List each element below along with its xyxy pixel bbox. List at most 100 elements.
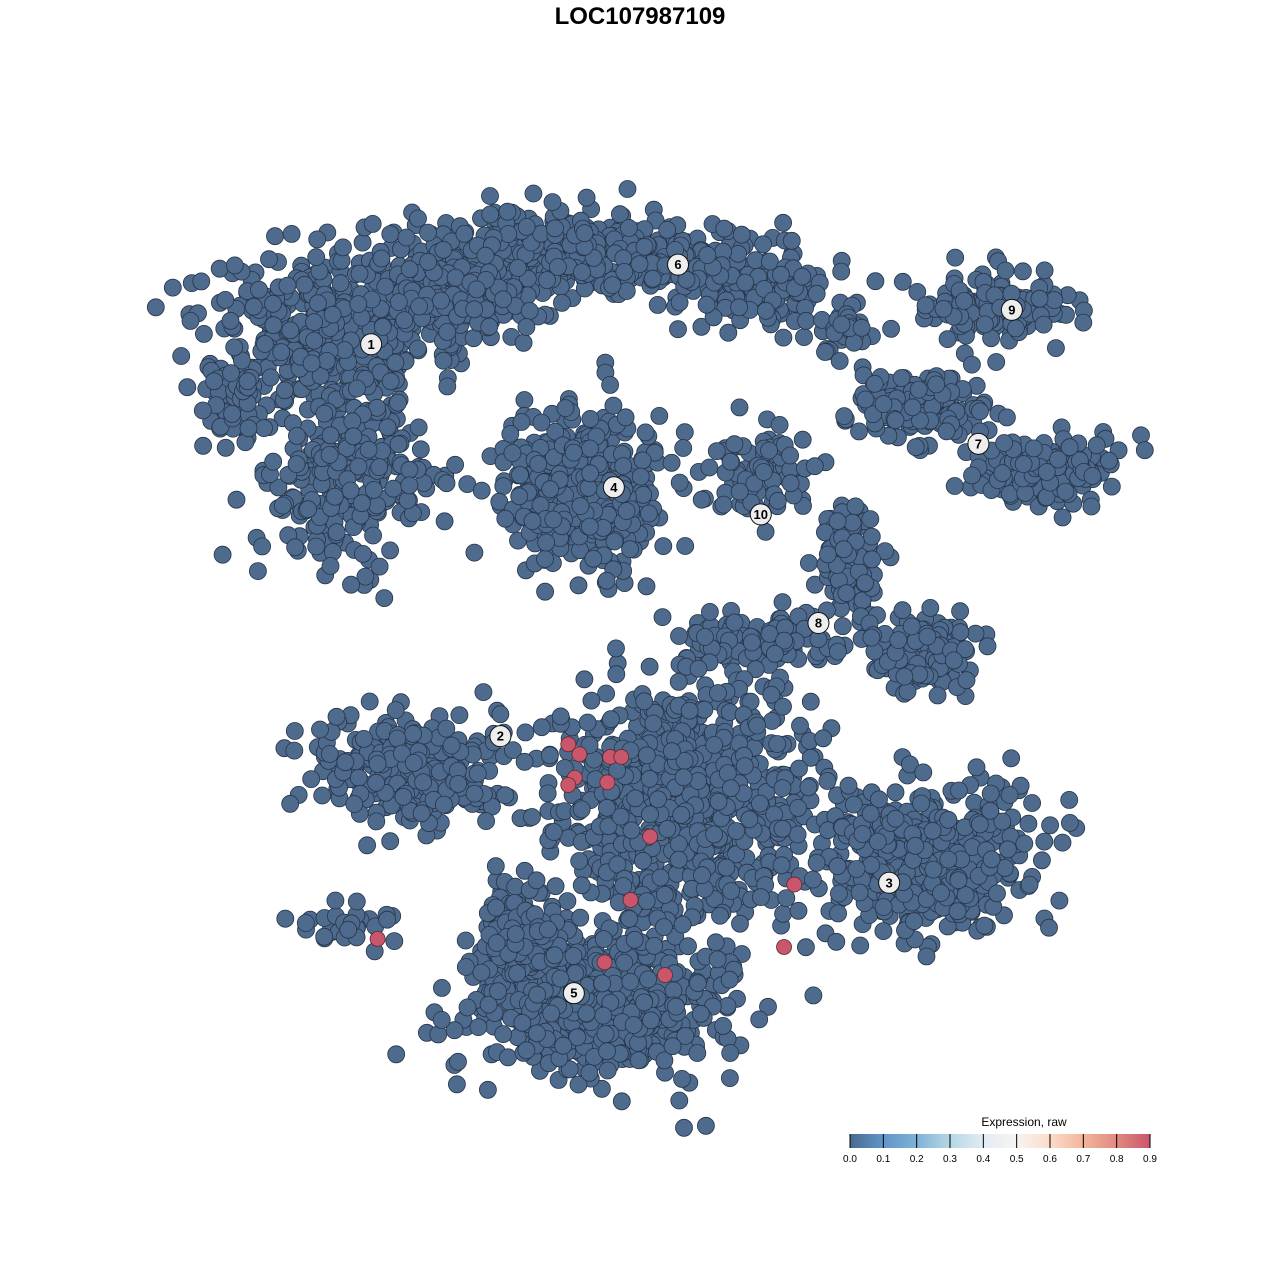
cell-point: [939, 810, 958, 829]
cell-point: [932, 884, 950, 902]
cell-point: [618, 180, 637, 198]
cell-point: [222, 364, 240, 383]
cell-point: [496, 786, 515, 805]
cell-point: [934, 299, 953, 318]
cell-point: [658, 820, 677, 838]
cell-point: [517, 318, 536, 336]
cell-point: [305, 313, 324, 332]
cell-point: [571, 497, 590, 516]
cell-point: [213, 545, 232, 564]
cell-point: [640, 769, 659, 788]
cell-point: [350, 264, 369, 283]
cell-point: [210, 259, 229, 278]
cell-point: [465, 543, 484, 562]
cell-point: [801, 692, 820, 711]
cell-point: [1002, 749, 1021, 768]
cell-point: [893, 601, 912, 620]
cell-point: [1100, 451, 1118, 470]
cell-point: [1024, 439, 1043, 458]
cell-point: [437, 474, 456, 493]
cell-point: [517, 217, 536, 236]
cell-point: [317, 351, 336, 370]
cell-point: [851, 936, 870, 955]
cell-point: [370, 557, 389, 576]
cell-point: [465, 300, 484, 319]
cell-point: [308, 294, 327, 313]
cell-point: [847, 860, 866, 878]
cell-points: [146, 180, 1154, 1137]
cell-point: [673, 1070, 691, 1088]
cell-point: [321, 557, 340, 575]
cell-point: [621, 540, 639, 558]
cell-point: [886, 783, 905, 802]
cell-point: [1056, 482, 1075, 501]
cell-point: [468, 764, 487, 783]
cell-point: [225, 338, 244, 357]
cell-point: [718, 764, 737, 782]
cell-point: [670, 293, 689, 312]
cell-point: [295, 275, 314, 294]
cell-point: [754, 235, 772, 254]
cell-point: [221, 311, 240, 330]
cell-point: [476, 246, 495, 265]
cell-point: [432, 291, 450, 310]
cell-point: [325, 487, 344, 506]
cell-point: [1015, 834, 1034, 853]
cell-point: [520, 301, 539, 320]
cell-point: [260, 250, 278, 269]
cell-point: [341, 481, 360, 500]
cell-point: [253, 537, 272, 556]
cell-point: [740, 810, 759, 829]
cell-point: [653, 608, 672, 626]
cell-point: [194, 324, 213, 343]
cell-point: [529, 455, 548, 473]
cell-point: [793, 430, 812, 449]
cell-point: [709, 684, 727, 702]
cell-point: [693, 866, 711, 885]
cell-point: [993, 464, 1012, 483]
cell-point: [192, 272, 211, 291]
cell-point: [706, 933, 725, 952]
cell-point: [400, 260, 419, 279]
cell-point: [631, 467, 650, 486]
cell-point: [721, 452, 740, 471]
cell-point: [564, 443, 583, 462]
cell-point: [467, 280, 486, 299]
cell-point: [630, 255, 649, 274]
cell-point: [578, 713, 597, 732]
cell-point: [602, 710, 620, 729]
cell-point: [714, 495, 733, 514]
cell-point: [386, 701, 405, 719]
cell-point: [874, 395, 893, 413]
cell-point: [194, 436, 213, 455]
cell-point: [862, 527, 881, 546]
cell-point: [503, 444, 522, 462]
cell-point: [676, 537, 695, 555]
cell-point: [696, 628, 714, 646]
cell-point: [635, 692, 654, 711]
cell-point: [536, 582, 554, 601]
cell-point: [146, 298, 165, 317]
cell-point: [264, 316, 283, 335]
cell-point: [948, 902, 967, 921]
cell-point: [1060, 791, 1079, 809]
cell-point: [434, 795, 453, 814]
cell-point: [715, 219, 734, 238]
cell-point: [672, 806, 691, 824]
cell-point: [865, 374, 884, 393]
cell-point: [238, 372, 257, 391]
cell-point: [553, 293, 571, 312]
cell-point: [807, 853, 826, 872]
cell-point: [381, 541, 400, 560]
cell-point: [456, 931, 475, 950]
cell-point: [345, 795, 364, 813]
cell-point: [556, 399, 575, 418]
cell-point: [680, 701, 699, 720]
cell-point: [963, 466, 981, 485]
cell-point: [732, 225, 751, 244]
cell-point: [774, 904, 792, 923]
cell-point: [951, 623, 970, 642]
cell-point: [384, 479, 403, 498]
cell-point: [772, 856, 791, 875]
cell-point: [302, 770, 321, 788]
